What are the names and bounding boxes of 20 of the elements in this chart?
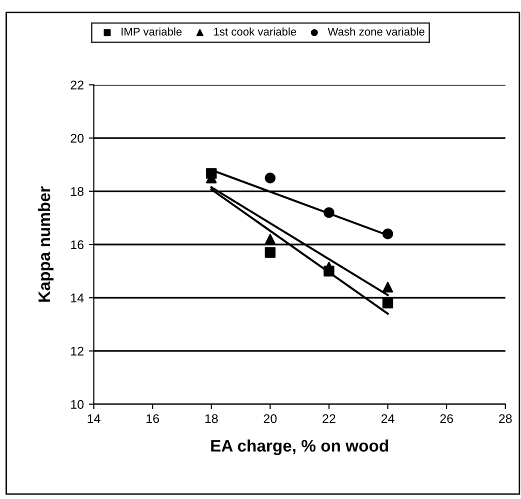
x-tick-label: 28	[499, 414, 512, 424]
x-tick-label: 18	[205, 414, 218, 424]
y-axis-title: Kappa number	[38, 186, 54, 302]
y-tick-label: 10	[71, 400, 84, 409]
y-tick-label: 18	[71, 187, 84, 196]
y-tick-label: 12	[71, 346, 84, 356]
y-tick-label: 16	[71, 240, 84, 250]
x-tick-label: 20	[264, 414, 277, 424]
legend-label: 1st cook variable	[214, 27, 296, 36]
y-tick-label: 14	[71, 294, 84, 302]
x-tick-label: 22	[322, 414, 336, 423]
x-tick-label: 16	[146, 414, 159, 424]
x-axis-title: EA charge, % on wood	[211, 439, 388, 456]
y-tick-label: 22	[70, 80, 84, 90]
x-tick-label: 26	[440, 414, 453, 424]
legend-label: Wash zone variable	[328, 27, 424, 36]
y-tick-label: 20	[70, 134, 84, 143]
x-tick-label: 14	[88, 414, 100, 423]
legend-label: IMP variable	[122, 27, 182, 36]
x-tick-label: 24	[381, 414, 394, 423]
